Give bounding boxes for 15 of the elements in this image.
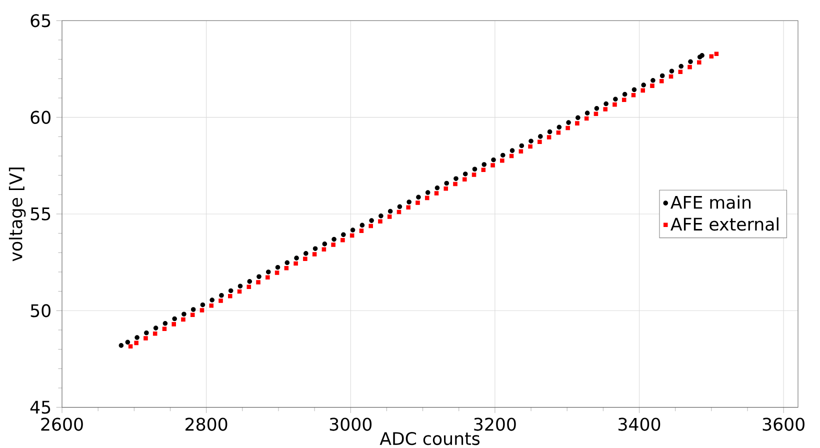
x-tick-label: 3200 bbox=[474, 418, 516, 431]
legend-label: AFE external bbox=[670, 217, 778, 231]
y-tick-label: 50 bbox=[30, 304, 50, 318]
y-tick-label: 45 bbox=[30, 400, 50, 414]
y-tick-label: 60 bbox=[30, 110, 50, 124]
y-tick-label: 55 bbox=[30, 208, 50, 220]
x-tick-label: 3600 bbox=[762, 418, 804, 431]
x-tick-label: 2800 bbox=[186, 418, 228, 431]
y-axis-title: voltage [V] bbox=[8, 168, 26, 262]
legend-label: AFE main bbox=[670, 195, 751, 209]
x-tick-label: 2600 bbox=[41, 418, 83, 431]
x-axis-title: ADC counts bbox=[380, 432, 480, 446]
x-tick-label: 3000 bbox=[330, 418, 372, 431]
y-tick-label: 65 bbox=[30, 14, 50, 28]
x-tick-label: 3400 bbox=[618, 418, 660, 431]
